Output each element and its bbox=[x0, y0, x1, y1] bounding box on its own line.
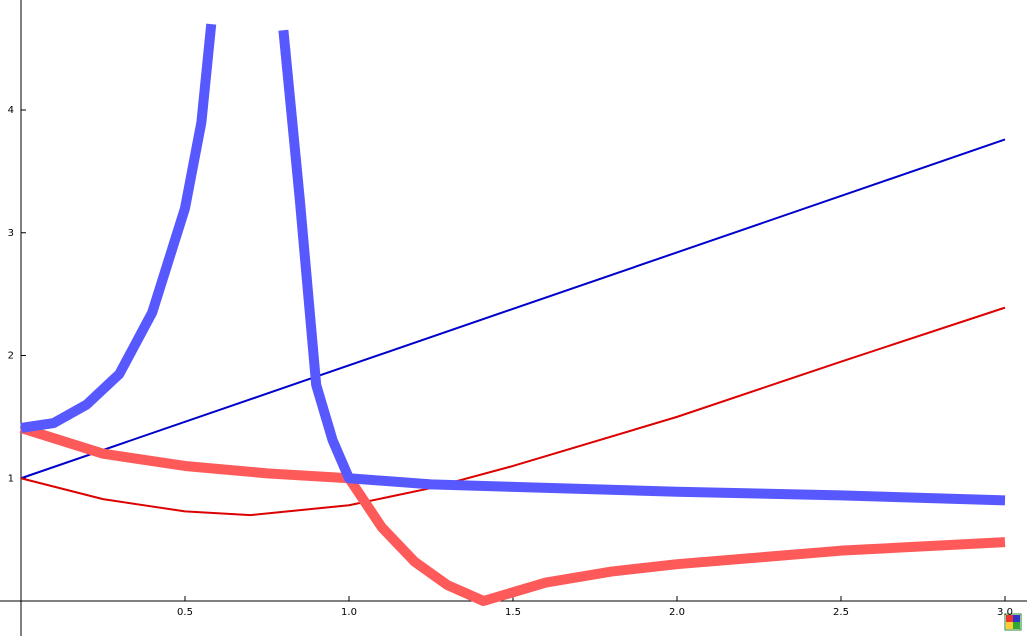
curve bbox=[20, 138, 1006, 480]
curve bbox=[20, 23, 217, 433]
curve bbox=[278, 29, 1006, 506]
x-tick-label: 0.5 bbox=[177, 607, 193, 618]
x-tick-label: 2.0 bbox=[669, 607, 685, 618]
y-tick-label: 4 bbox=[8, 105, 14, 116]
x-tick-label: 2.5 bbox=[833, 607, 849, 618]
y-tick-label: 1 bbox=[8, 473, 14, 484]
curve bbox=[19, 423, 1006, 606]
curve bbox=[20, 306, 1006, 517]
x-tick-label: 3.0 bbox=[997, 607, 1013, 618]
y-tick-label: 2 bbox=[8, 351, 14, 362]
x-tick-label: 1.5 bbox=[505, 607, 521, 618]
logo bbox=[1004, 613, 1022, 631]
x-tick-label: 1.0 bbox=[341, 607, 357, 618]
y-tick-label: 3 bbox=[8, 228, 14, 239]
